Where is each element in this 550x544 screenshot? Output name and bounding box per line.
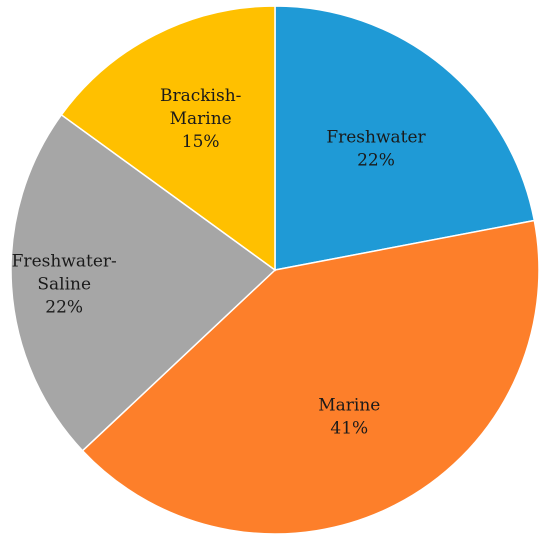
slice-label-marine: Marine 41% (318, 395, 380, 438)
pie-slice-marine (81, 219, 540, 535)
slice-value-label: 22% (45, 297, 83, 317)
slice-label-freshwater-saline: Freshwater- Saline 22% (12, 251, 117, 317)
pie-slice-freshwater (274, 5, 536, 271)
pie-slices (10, 5, 540, 535)
slice-label-freshwater: Freshwater 22% (326, 128, 426, 171)
slice-name-label: Saline (37, 274, 91, 294)
slice-name-label: Brackish- (160, 86, 241, 106)
slice-label-brackish-marine: Brackish- Marine 15% (160, 86, 241, 152)
pie-labels: Freshwater 22% Marine 41% Freshwater- Saline 2… (12, 86, 427, 438)
slice-name-label: Marine (318, 395, 380, 415)
slice-name-label: Freshwater- (12, 251, 117, 271)
slice-value-label: 22% (357, 151, 395, 171)
slice-value-label: 41% (330, 418, 368, 438)
slice-name-label: Freshwater (326, 128, 426, 148)
pie-slice-brackish-marine (60, 5, 276, 272)
slice-value-label: 15% (182, 132, 220, 152)
slice-name-label: Marine (170, 109, 232, 129)
pie-slice-freshwater-saline (10, 113, 277, 452)
